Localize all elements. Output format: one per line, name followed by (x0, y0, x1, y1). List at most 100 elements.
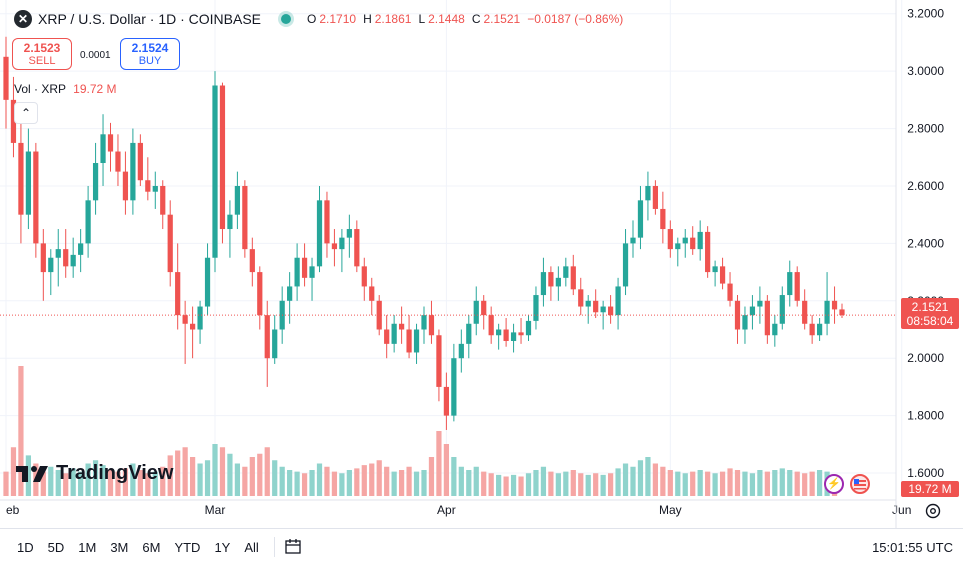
calendar-goto-icon[interactable] (283, 537, 303, 557)
volume-bar (324, 466, 330, 496)
volume-bar (264, 447, 270, 496)
volume-bar (48, 466, 54, 496)
volume-bar (287, 470, 293, 496)
volume-bar (675, 471, 681, 496)
volume-bar (346, 470, 352, 496)
candle-body (287, 286, 293, 301)
x-tick-label: Mar (205, 503, 226, 517)
volume-bar (145, 473, 151, 496)
candle-body (831, 300, 838, 310)
grid-lines (0, 0, 903, 496)
volume-bar (316, 463, 323, 496)
volume-bar (376, 460, 382, 496)
open-key: O (307, 12, 317, 26)
volume-bar (548, 471, 554, 496)
candle-body (682, 237, 688, 244)
range-1d[interactable]: 1D (17, 539, 34, 555)
candle-body (757, 300, 763, 307)
candle-body (428, 315, 435, 336)
toolbar-divider (273, 537, 275, 557)
range-3m[interactable]: 3M (110, 539, 129, 555)
lightning-event-icon[interactable]: ⚡ (824, 474, 844, 494)
range-1m[interactable]: 1M (78, 539, 97, 555)
volume-bar (518, 476, 524, 496)
volume-bar (503, 476, 509, 496)
last-price-label: 2.1521 08:58:04 (901, 298, 959, 329)
candle-body (384, 329, 390, 344)
volume-label: Vol · XRP (14, 82, 66, 96)
candle-body (764, 300, 770, 336)
sell-button[interactable]: 2.1523 SELL (12, 38, 72, 70)
volume-bar (92, 460, 99, 496)
volume-bar (585, 474, 591, 496)
utc-clock[interactable]: 15:01:55 UTC (872, 539, 953, 555)
volume-bar (473, 466, 479, 496)
range-ytd[interactable]: YTD (174, 539, 201, 555)
volume-bar (488, 473, 494, 496)
volume-bar (130, 463, 136, 496)
candle-body (779, 295, 785, 324)
candle-body (481, 300, 487, 316)
flag-icon (854, 479, 866, 490)
y-tick-label: 2.4000 (907, 236, 944, 250)
candle-body (115, 151, 121, 172)
candle-body (816, 323, 823, 336)
candle-body (540, 272, 547, 296)
volume-bar (249, 457, 255, 496)
volume-legend[interactable]: Vol · XRP 19.72 M (14, 82, 117, 96)
volume-bar (115, 471, 121, 496)
market-status-icon[interactable] (281, 14, 292, 24)
y-tick-label: 3.2000 (907, 7, 944, 21)
candle-body (361, 266, 367, 287)
volume-bar (570, 470, 576, 496)
candle-body (824, 300, 830, 324)
volume-bar (212, 444, 218, 496)
buy-button[interactable]: 2.1524 BUY (120, 38, 180, 70)
volume-bar (682, 473, 688, 496)
candle-body (533, 295, 539, 321)
candle-body (398, 323, 405, 330)
volume-bar (279, 466, 285, 496)
range-6m[interactable]: 6M (142, 539, 161, 555)
candle-body (219, 85, 226, 230)
candle-body (630, 237, 636, 244)
range-5d[interactable]: 5D (47, 539, 65, 555)
candle-body (637, 200, 644, 238)
candle-body (548, 272, 554, 287)
range-all[interactable]: All (244, 539, 259, 555)
us-flag-event-icon[interactable] (850, 474, 870, 494)
volume-bar (466, 470, 472, 496)
collapse-legend-button[interactable]: ⌃ (14, 102, 38, 124)
volume-bar (369, 463, 375, 496)
candle-body (600, 306, 606, 313)
candle-body (301, 257, 308, 278)
brand-name: TradingView (56, 462, 174, 484)
candle-body (421, 315, 427, 330)
volume-bar (197, 463, 203, 496)
candle-body (615, 286, 621, 316)
volume-bar (749, 473, 756, 496)
gear-icon[interactable] (924, 502, 942, 520)
tradingview-logo[interactable]: TradingView (16, 462, 173, 485)
tradingview-logo-icon (16, 465, 48, 482)
candle-body (40, 243, 46, 273)
candle-body (78, 243, 84, 255)
volume-bar (451, 457, 457, 496)
volume-bar (85, 463, 91, 496)
candle-body (436, 335, 442, 387)
volume-bar (593, 473, 599, 496)
volume-bar (794, 471, 800, 496)
candlesticks (3, 36, 845, 430)
symbol-title[interactable]: XRP / U.S. Dollar · 1D · COINBASE (38, 11, 262, 27)
volume-bar (234, 463, 241, 496)
candle-body (234, 185, 241, 215)
volume-bar (458, 466, 464, 496)
xrp-logo-icon: ✕ (14, 10, 32, 28)
y-tick-label: 2.0000 (907, 351, 944, 365)
candle-body (137, 142, 143, 181)
range-1y[interactable]: 1Y (214, 539, 231, 555)
y-tick-label: 1.6000 (907, 466, 944, 480)
volume-bar (122, 468, 129, 496)
candle-body (122, 171, 129, 201)
